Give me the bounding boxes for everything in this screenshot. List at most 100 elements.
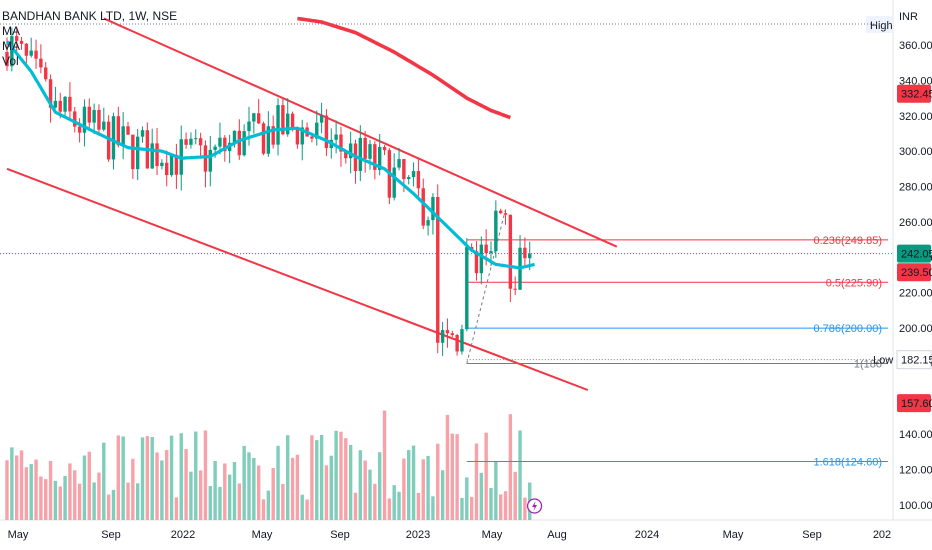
candle-body[interactable] — [203, 145, 208, 172]
candle-body[interactable] — [368, 144, 372, 159]
candle-body[interactable] — [247, 121, 251, 132]
candle-body[interactable] — [106, 121, 111, 160]
candle-body[interactable] — [339, 134, 343, 152]
candle-body[interactable] — [189, 138, 193, 145]
candle-body[interactable] — [416, 171, 421, 189]
candle-body[interactable] — [513, 288, 517, 290]
candle-body[interactable] — [489, 251, 493, 254]
candle-body[interactable] — [392, 167, 396, 198]
candle-body[interactable] — [281, 105, 285, 135]
candle-body[interactable] — [484, 244, 488, 254]
candle-body[interactable] — [421, 188, 425, 226]
candle-body[interactable] — [445, 330, 450, 334]
candle-body[interactable] — [460, 329, 464, 352]
candle-body[interactable] — [165, 162, 169, 176]
candle-body[interactable] — [63, 96, 67, 112]
candle-body[interactable] — [73, 111, 77, 127]
candle-body[interactable] — [310, 136, 314, 139]
candle-body[interactable] — [528, 253, 532, 259]
candle-body[interactable] — [34, 50, 38, 59]
candle-body[interactable] — [58, 100, 62, 112]
candle-body[interactable] — [344, 151, 348, 159]
candle-body[interactable] — [402, 159, 406, 180]
candle-body[interactable] — [498, 210, 503, 214]
candle-body[interactable] — [155, 143, 159, 167]
candle-body[interactable] — [494, 210, 498, 252]
candle-body[interactable] — [290, 113, 295, 129]
candle-body[interactable] — [232, 130, 237, 143]
candle-body[interactable] — [455, 335, 459, 352]
channel-lower-line[interactable] — [6, 167, 589, 391]
candle-body[interactable] — [271, 126, 275, 145]
candle-body[interactable] — [426, 220, 430, 226]
candle-body[interactable] — [286, 113, 290, 135]
candle-body[interactable] — [68, 96, 72, 112]
candle-body[interactable] — [373, 144, 377, 170]
indicator-ma-1[interactable]: MA — [2, 24, 20, 38]
candle-body[interactable] — [223, 137, 227, 152]
candle-body[interactable] — [315, 122, 319, 139]
candle-body[interactable] — [276, 105, 280, 145]
symbol-title[interactable]: BANDHAN BANK LTD, 1W, NSE — [2, 9, 178, 23]
candle-body[interactable] — [160, 162, 164, 167]
candle-body[interactable] — [363, 137, 367, 159]
candle-body[interactable] — [102, 121, 106, 130]
candle-body[interactable] — [295, 128, 300, 145]
candle-body[interactable] — [358, 137, 363, 171]
candle-body[interactable] — [14, 36, 19, 41]
candle-body[interactable] — [24, 43, 29, 56]
candle-body[interactable] — [300, 127, 304, 145]
candle-body[interactable] — [397, 159, 401, 168]
candle-body[interactable] — [53, 100, 58, 108]
candle-body[interactable] — [252, 113, 256, 122]
candle-body[interactable] — [44, 67, 48, 80]
candle-body[interactable] — [194, 138, 198, 140]
candle-body[interactable] — [29, 50, 33, 56]
candle-body[interactable] — [440, 330, 445, 343]
indicator-volume[interactable]: Vol — [2, 54, 19, 68]
candle-body[interactable] — [121, 126, 125, 146]
candle-body[interactable] — [523, 247, 527, 259]
candle-body[interactable] — [19, 40, 24, 44]
candle-body[interactable] — [503, 213, 508, 215]
candle-body[interactable] — [111, 116, 116, 160]
candle-body[interactable] — [218, 137, 222, 147]
candle-body[interactable] — [126, 126, 130, 135]
candle-body[interactable] — [131, 134, 135, 170]
candle-body[interactable] — [382, 147, 387, 151]
candle-body[interactable] — [508, 214, 513, 289]
candle-body[interactable] — [5, 52, 9, 67]
candle-body[interactable] — [479, 244, 484, 274]
candle-body[interactable] — [334, 134, 338, 140]
candle-body[interactable] — [450, 333, 454, 336]
candle-body[interactable] — [242, 131, 246, 156]
indicator-ma-2[interactable]: MA — [2, 39, 20, 53]
candle-body[interactable] — [237, 130, 242, 156]
candle-body[interactable] — [92, 109, 96, 123]
candle-body[interactable] — [266, 126, 271, 154]
candle-body[interactable] — [184, 139, 188, 145]
candle-body[interactable] — [10, 36, 14, 67]
candle-body[interactable] — [261, 123, 266, 154]
candle-body[interactable] — [256, 113, 261, 124]
candle-body[interactable] — [208, 149, 212, 172]
candle-body[interactable] — [319, 115, 324, 123]
candle-body[interactable] — [431, 196, 435, 221]
candle-body[interactable] — [48, 79, 53, 108]
candle-body[interactable] — [198, 138, 203, 146]
candle-body[interactable] — [348, 143, 353, 159]
candle-body[interactable] — [116, 116, 121, 146]
candle-body[interactable] — [97, 109, 101, 130]
candle-body[interactable] — [474, 251, 479, 274]
candle-body[interactable] — [169, 154, 174, 176]
candle-body[interactable] — [39, 58, 43, 68]
candle-body[interactable] — [135, 136, 140, 170]
candle-body[interactable] — [77, 126, 82, 133]
candle-body[interactable] — [213, 146, 217, 150]
candle-body[interactable] — [377, 147, 382, 170]
candle-body[interactable] — [411, 171, 416, 178]
candle-body[interactable] — [465, 247, 469, 330]
candle-body[interactable] — [140, 130, 145, 137]
candle-body[interactable] — [407, 177, 411, 180]
